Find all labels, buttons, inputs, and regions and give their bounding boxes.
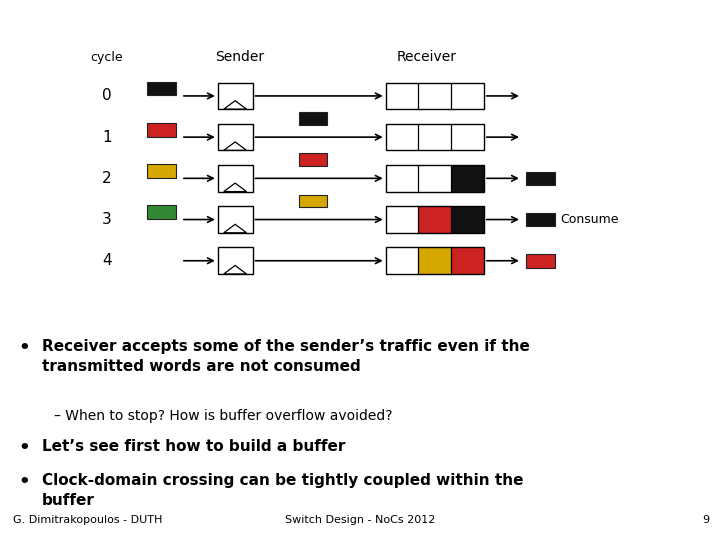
- Text: Sender: Sender: [215, 50, 264, 64]
- Bar: [526, 213, 555, 226]
- Text: Consume: Consume: [560, 213, 618, 226]
- Bar: [217, 124, 253, 150]
- Bar: [147, 82, 176, 96]
- Text: •: •: [18, 440, 30, 457]
- Bar: [418, 247, 451, 274]
- Text: 3: 3: [102, 212, 112, 227]
- Bar: [451, 206, 484, 233]
- Text: Receiver: Receiver: [397, 50, 456, 64]
- Bar: [217, 165, 253, 192]
- Text: •: •: [18, 340, 30, 357]
- Text: cycle: cycle: [91, 51, 123, 64]
- Text: 9: 9: [702, 515, 709, 525]
- Text: 4: 4: [102, 253, 112, 268]
- Text: Let’s see first how to build a buffer: Let’s see first how to build a buffer: [42, 440, 345, 455]
- Bar: [451, 165, 484, 192]
- Bar: [386, 165, 484, 192]
- Bar: [147, 164, 176, 178]
- Text: – When to stop? How is buffer overflow avoided?: – When to stop? How is buffer overflow a…: [54, 409, 392, 423]
- Text: Sender and Receiver decoupled by a buffer: Sender and Receiver decoupled by a buffe…: [13, 13, 625, 37]
- Text: 1: 1: [102, 130, 112, 145]
- Bar: [299, 194, 327, 207]
- Bar: [386, 124, 484, 150]
- Bar: [418, 206, 451, 233]
- Bar: [147, 123, 176, 137]
- Bar: [526, 254, 555, 267]
- Bar: [299, 112, 327, 125]
- Text: 0: 0: [102, 89, 112, 104]
- Bar: [386, 83, 484, 109]
- Bar: [217, 83, 253, 109]
- Text: •: •: [18, 473, 30, 491]
- Bar: [386, 247, 484, 274]
- Bar: [299, 153, 327, 166]
- Text: 2: 2: [102, 171, 112, 186]
- Bar: [217, 247, 253, 274]
- Bar: [217, 206, 253, 233]
- Bar: [526, 172, 555, 185]
- Text: Clock-domain crossing can be tightly coupled within the
buffer: Clock-domain crossing can be tightly cou…: [42, 473, 523, 508]
- Text: G. Dimitrakopoulos - DUTH: G. Dimitrakopoulos - DUTH: [13, 515, 162, 525]
- Bar: [451, 247, 484, 274]
- Bar: [147, 205, 176, 219]
- Text: Switch Design - NoCs 2012: Switch Design - NoCs 2012: [285, 515, 435, 525]
- Text: Receiver accepts some of the sender’s traffic even if the
transmitted words are : Receiver accepts some of the sender’s tr…: [42, 340, 530, 374]
- Bar: [386, 206, 484, 233]
